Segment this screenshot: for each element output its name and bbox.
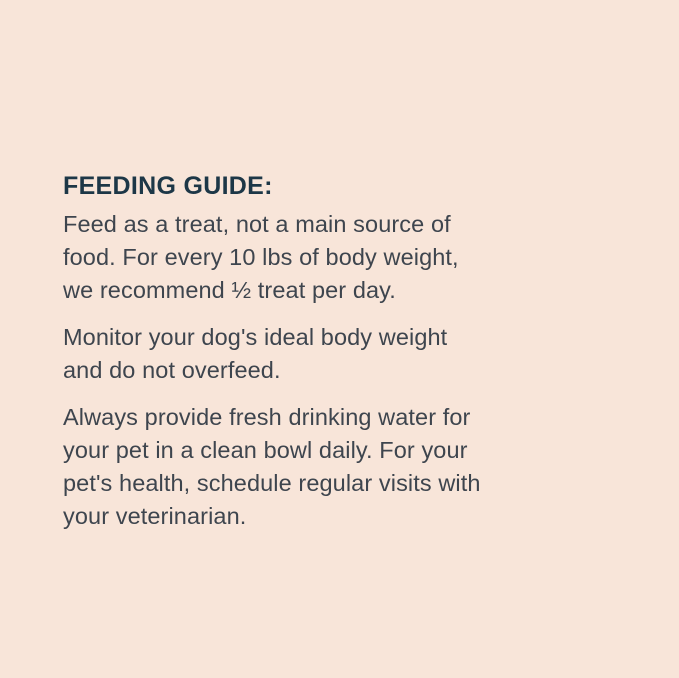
feeding-guide-title: FEEDING GUIDE:: [63, 172, 273, 200]
feeding-guide-text-block: FEEDING GUIDE: Feed as a treat, not a ma…: [63, 171, 563, 533]
feeding-guide-paragraph-water-vet: Always provide fresh drinking water for …: [63, 404, 481, 529]
feeding-guide-paragraph-treat-amount: Feed as a treat, not a main source of fo…: [63, 211, 459, 303]
feeding-guide-paragraph-body-weight: Monitor your dog's ideal body weight and…: [63, 324, 448, 383]
